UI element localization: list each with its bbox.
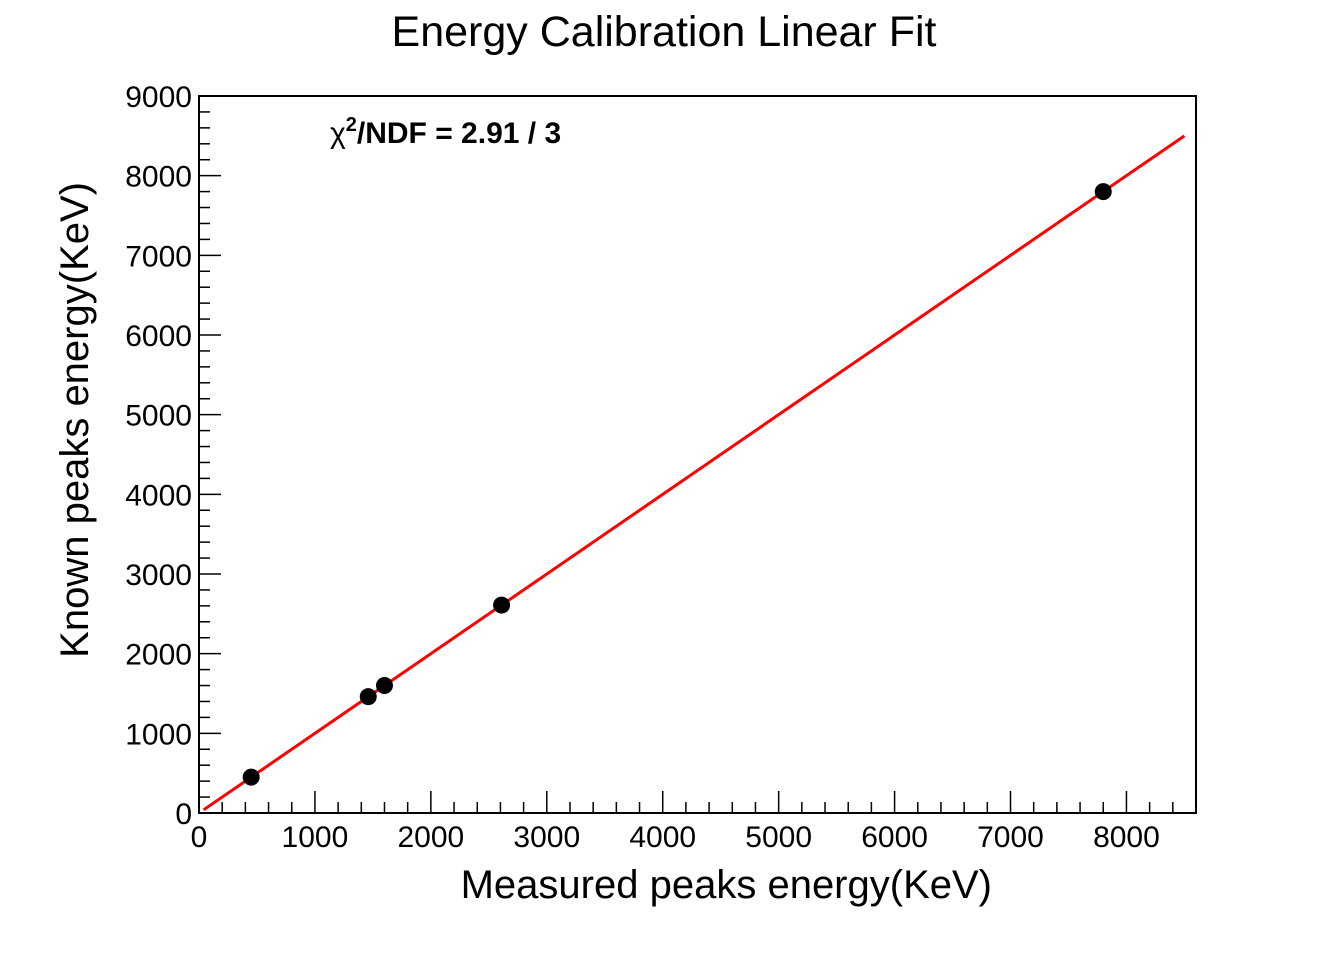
x-axis-title: Measured peaks energy(KeV) <box>461 863 992 907</box>
fit-annotation: χ2/NDF = 2.91 / 3 <box>330 114 561 150</box>
y-tick-label: 7000 <box>125 240 192 273</box>
y-tick-label: 6000 <box>125 320 192 353</box>
y-tick-label: 8000 <box>125 161 192 194</box>
x-tick-label: 2000 <box>397 821 464 854</box>
x-tick-label: 6000 <box>861 821 928 854</box>
chi-symbol: χ <box>330 117 346 150</box>
data-point <box>359 688 377 706</box>
x-tick-label: 1000 <box>282 821 349 854</box>
x-tick-label: 7000 <box>977 821 1044 854</box>
data-point <box>375 677 393 695</box>
x-tick-label: 8000 <box>1093 821 1160 854</box>
y-tick-label: 2000 <box>125 639 192 672</box>
fit-line <box>202 134 1186 812</box>
fit-layer <box>202 134 1186 812</box>
y-axis: 0 1000 2000 3000 4000 5000 6000 7000 8000 9000 <box>125 81 221 831</box>
data-point <box>242 768 260 786</box>
y-tick-label: 9000 <box>125 81 192 114</box>
y-axis-title: Known peaks energy(KeV) <box>53 182 97 658</box>
x-tick-label: 0 <box>191 821 208 854</box>
y-tick-label: 1000 <box>125 718 192 751</box>
y-tick-label: 0 <box>175 798 192 831</box>
x-tick-label: 3000 <box>513 821 580 854</box>
x-tick-label: 4000 <box>629 821 696 854</box>
x-tick-label: 5000 <box>745 821 812 854</box>
chi-superscript: 2 <box>346 114 357 136</box>
ndf-text: /NDF = 2.91 / 3 <box>357 117 561 150</box>
data-point <box>1094 183 1112 201</box>
x-axis: 0 1000 2000 3000 4000 5000 6000 7000 8000 <box>191 791 1197 854</box>
data-point <box>493 596 511 614</box>
y-tick-label: 3000 <box>125 559 192 592</box>
y-tick-label: 5000 <box>125 400 192 433</box>
y-tick-label: 4000 <box>125 479 192 512</box>
plot-frame <box>198 95 1197 814</box>
chart-title: Energy Calibration Linear Fit <box>392 8 937 56</box>
points-layer <box>242 183 1112 786</box>
